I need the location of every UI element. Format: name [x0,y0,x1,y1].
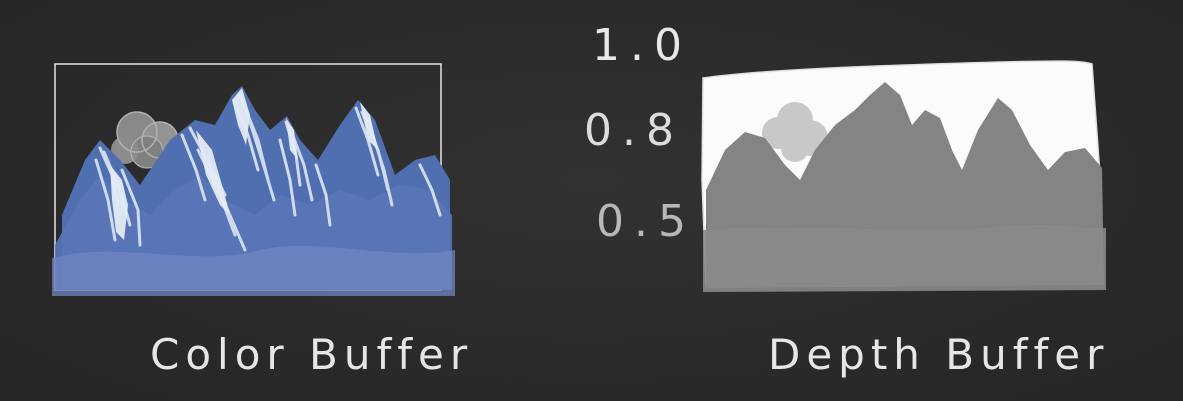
snow-patches [110,88,378,240]
depth-value-1-0: 1.0 [592,20,692,71]
depth-value-0-5: 0.5 [596,196,696,247]
color-buffer-illustration [52,63,455,296]
depth-buffer-illustration [701,60,1106,292]
color-buffer-caption: Color Buffer [150,330,474,379]
depth-buffer-caption: Depth Buffer [768,330,1110,379]
foreground-band [52,245,455,296]
depth-foreground [703,224,1106,292]
depth-value-0-8: 0.8 [584,105,684,156]
